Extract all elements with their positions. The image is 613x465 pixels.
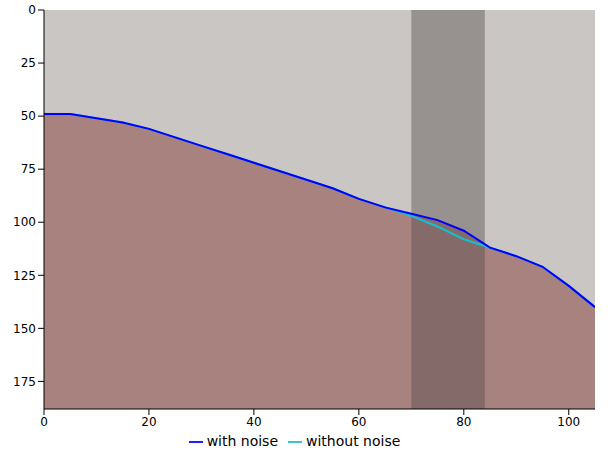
svg-text:75: 75	[21, 162, 36, 176]
svg-text:60: 60	[351, 415, 366, 429]
html-text:without noise: without noise	[306, 433, 401, 449]
svg-text:0: 0	[40, 415, 48, 429]
svg-text:150: 150	[13, 322, 36, 336]
svg-text:175: 175	[13, 375, 36, 389]
svg-text:40: 40	[246, 415, 261, 429]
svg-text:80: 80	[456, 415, 471, 429]
svg-text:100: 100	[557, 415, 580, 429]
svg-text:50: 50	[21, 109, 36, 123]
svg-text:100: 100	[13, 215, 36, 229]
svg-text:20: 20	[141, 415, 156, 429]
html-text:with noise: with noise	[206, 433, 278, 449]
svg-text:125: 125	[13, 269, 36, 283]
svg-text:0: 0	[28, 3, 36, 17]
svg-text:25: 25	[21, 56, 36, 70]
